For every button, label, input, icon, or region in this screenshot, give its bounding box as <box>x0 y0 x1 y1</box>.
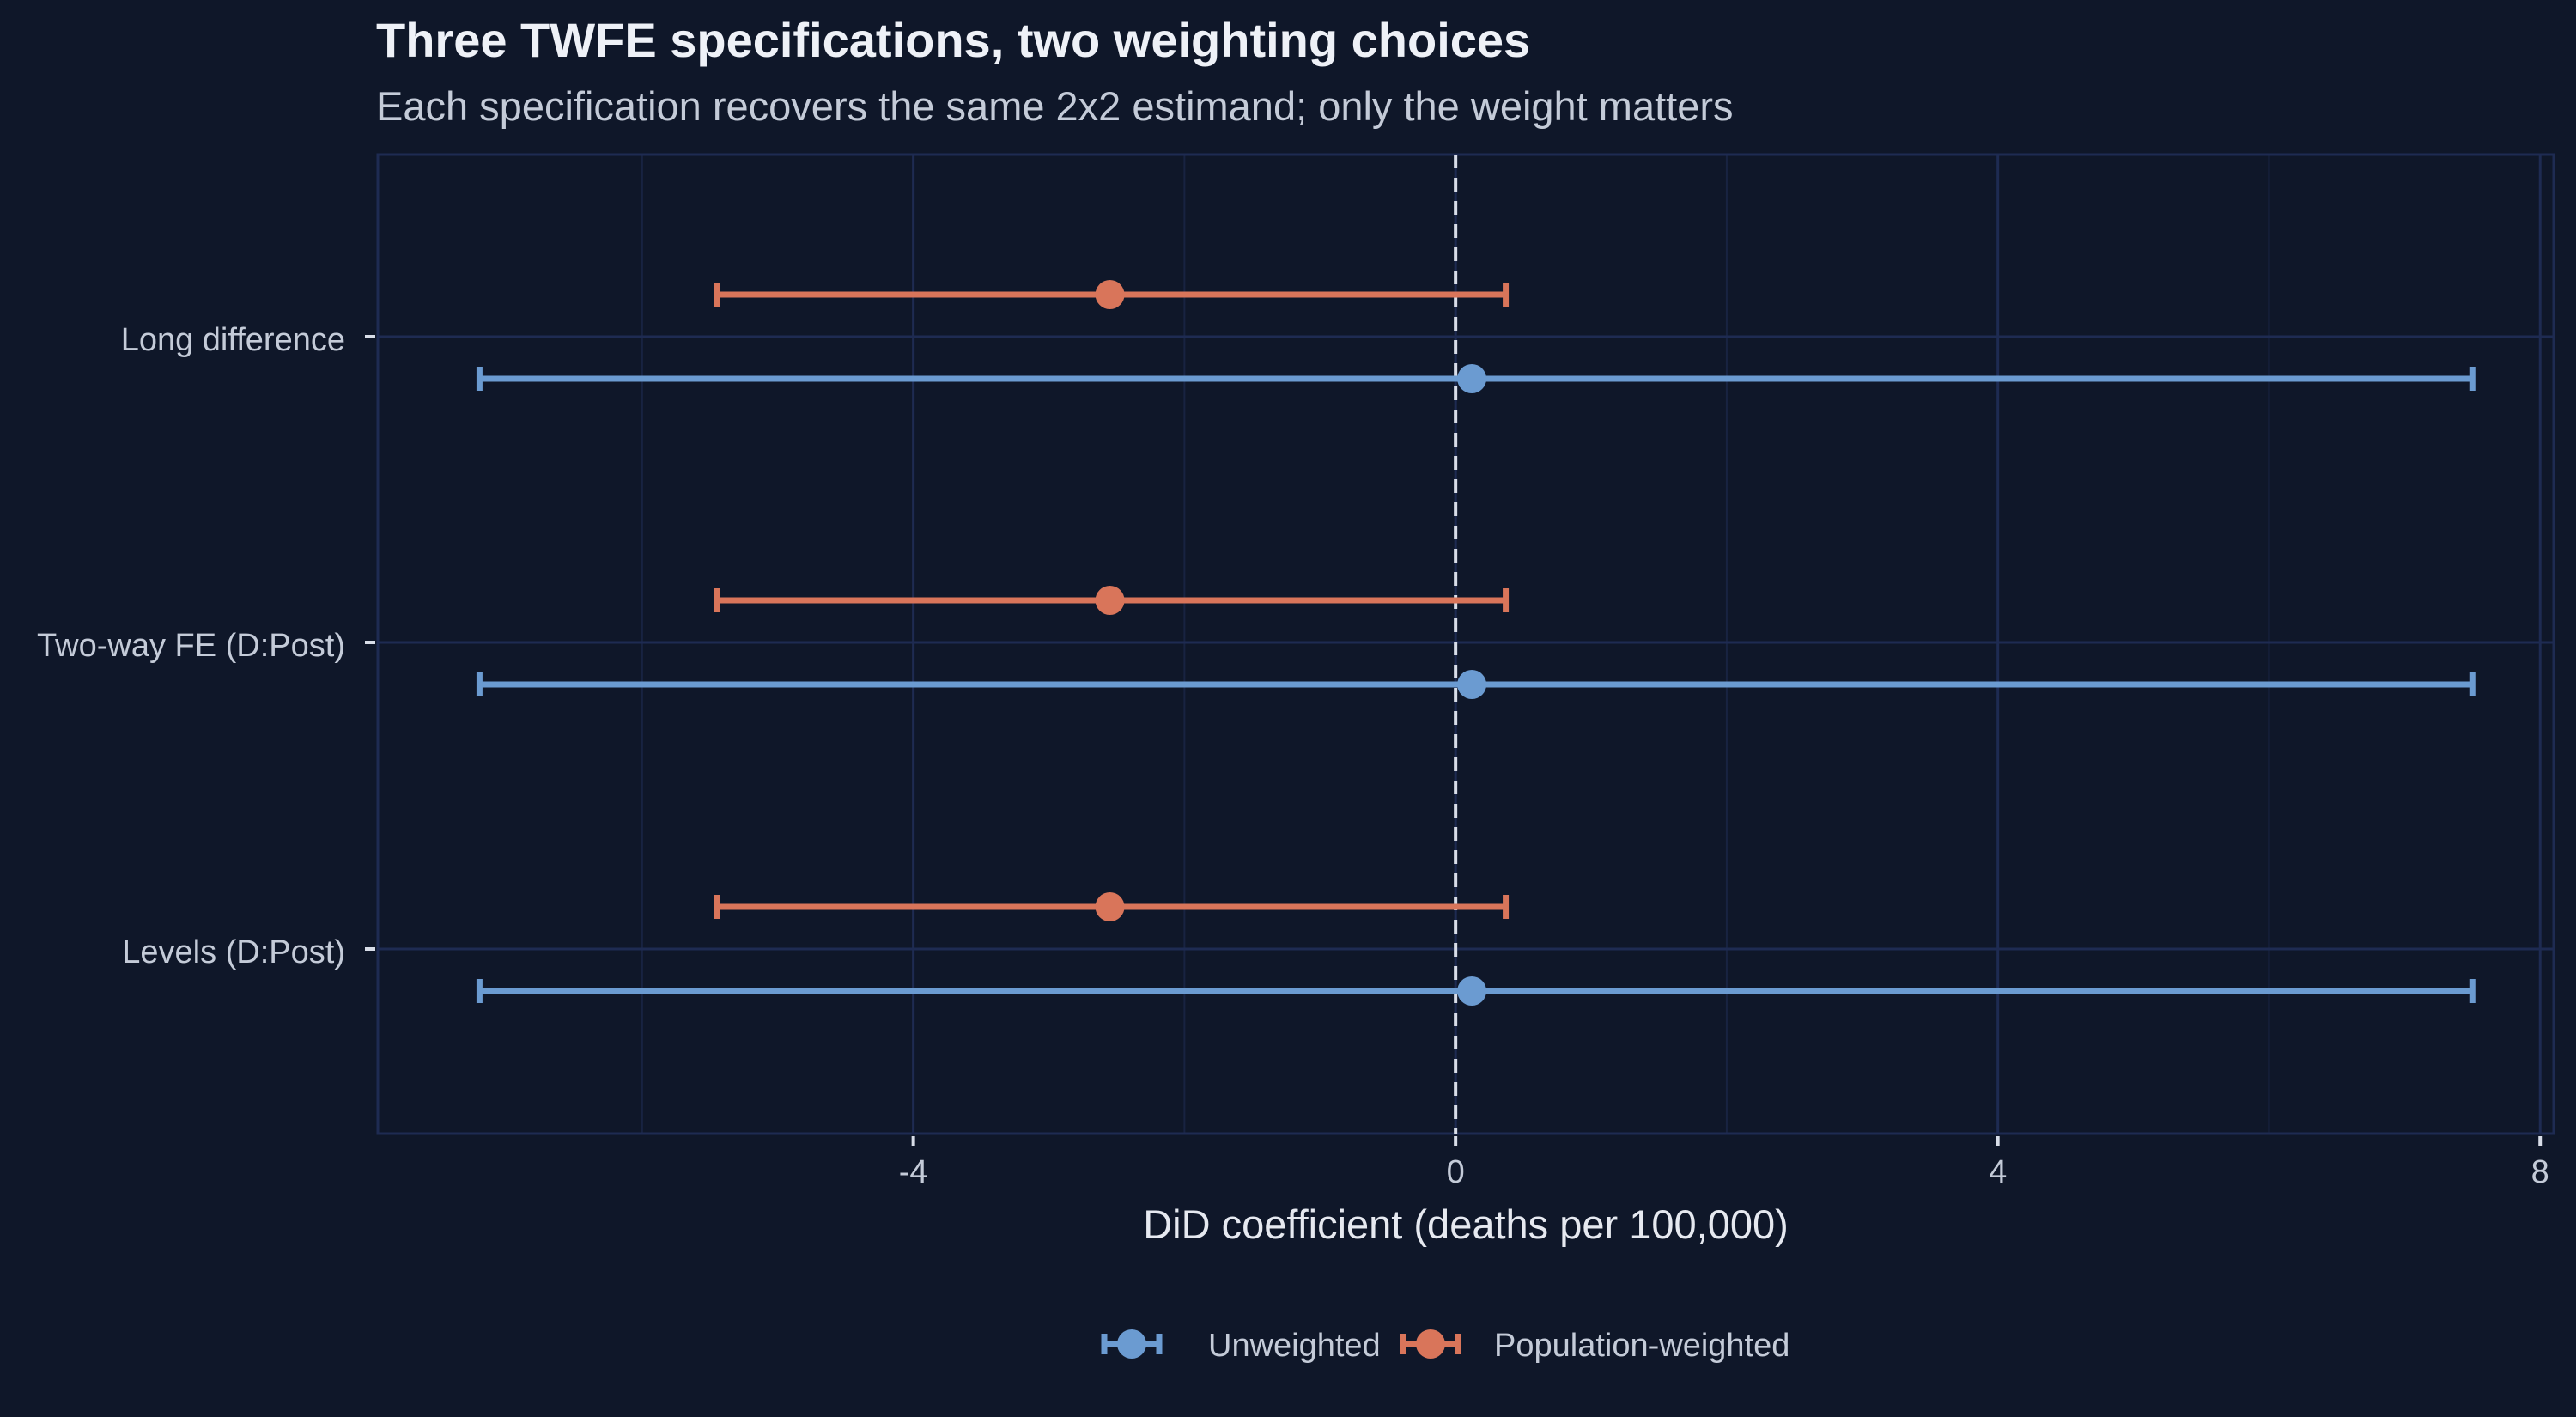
legend-label: Population-weighted <box>1494 1328 1789 1364</box>
y-axis: Long difference Two-way FE (D:Post) Levels… <box>37 322 375 970</box>
legend-key-point <box>1117 1329 1146 1359</box>
unweighted-estimate-point <box>1457 670 1487 699</box>
plot-panel <box>376 153 2555 1135</box>
chart-title: Three TWFE specifications, two weighting… <box>376 13 1531 67</box>
legend-label: Unweighted <box>1208 1328 1381 1364</box>
population-weighted-estimate-point <box>1095 892 1125 921</box>
x-tick-label: 4 <box>1989 1154 2007 1190</box>
x-tick-label: 8 <box>2531 1154 2549 1190</box>
population-weighted-estimate-point <box>1095 586 1125 615</box>
legend: Unweighted Population-weighted <box>1101 1328 1789 1364</box>
y-tick-label: Levels (D:Post) <box>122 934 345 970</box>
y-tick-label: Long difference <box>121 322 345 358</box>
x-axis-title: DiD coefficient (deaths per 100,000) <box>1143 1201 1789 1247</box>
population-weighted-estimate-point <box>1095 280 1125 309</box>
x-tick-label: -4 <box>899 1154 928 1190</box>
plot-marks <box>476 280 2476 1006</box>
grid-lines <box>378 155 2554 1134</box>
x-axis: -4 0 4 8 <box>899 1136 2549 1190</box>
x-tick-label: 0 <box>1447 1154 1465 1190</box>
unweighted-estimate-point <box>1457 364 1487 393</box>
chart-subtitle: Each specification recovers the same 2x2… <box>376 83 1734 129</box>
legend-key-point <box>1416 1329 1445 1359</box>
unweighted-estimate-point <box>1457 976 1487 1006</box>
y-tick-label: Two-way FE (D:Post) <box>37 628 345 664</box>
